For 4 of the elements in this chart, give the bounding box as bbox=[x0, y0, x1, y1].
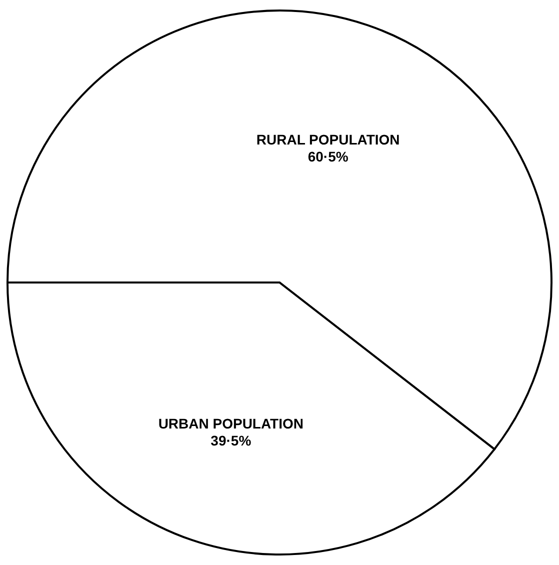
slice-label: URBAN POPULATION bbox=[158, 415, 304, 432]
data-label: 60·5% bbox=[308, 148, 349, 165]
data-label: 39·5% bbox=[210, 432, 252, 448]
slice-label: RURAL POPULATION bbox=[256, 132, 400, 148]
